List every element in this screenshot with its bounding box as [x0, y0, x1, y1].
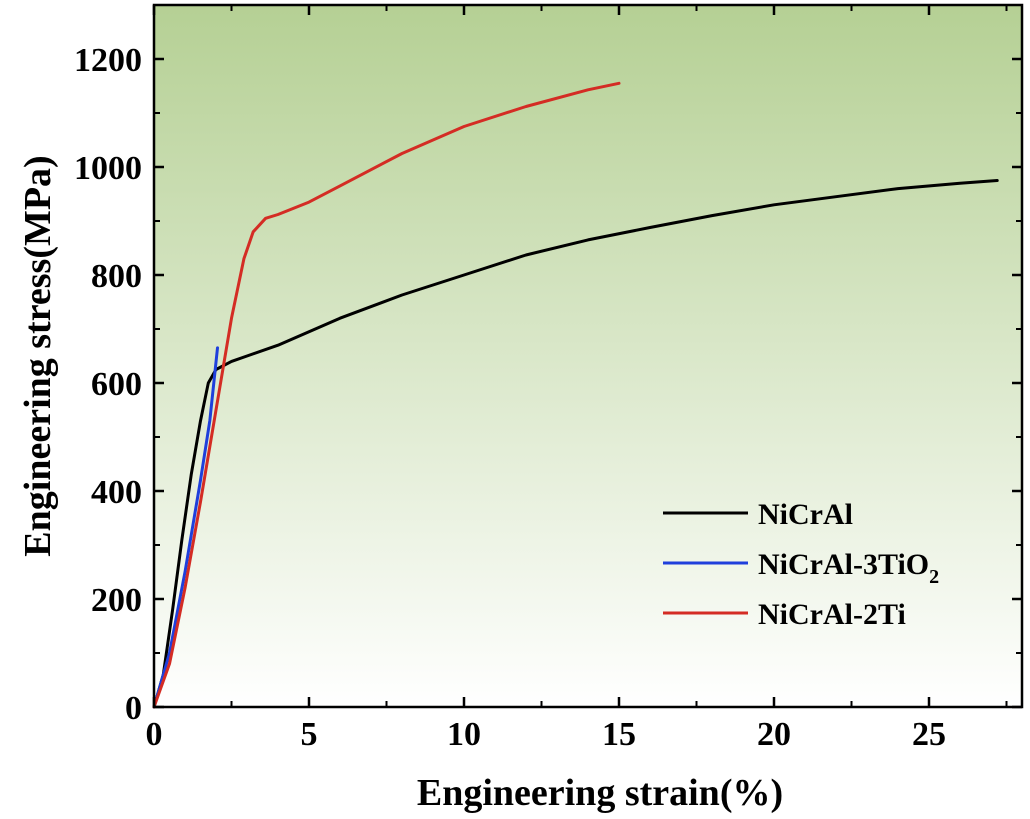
plot-frame — [152, 3, 1024, 709]
series-layer — [152, 81, 999, 709]
legend-label-2: NiCrAl-2Ti — [758, 598, 906, 631]
y-tick-label: 400 — [91, 474, 142, 511]
series-line-0 — [152, 179, 999, 709]
x-tick-label: 0 — [146, 716, 163, 753]
series-line-1 — [152, 346, 219, 709]
x-tick-label: 5 — [301, 716, 318, 753]
y-tick-label: 200 — [91, 582, 142, 619]
x-axis-title: Engineering strain(%) — [417, 772, 783, 814]
legend: NiCrAl NiCrAl-3TiO2 NiCrAl-2Ti — [663, 498, 939, 631]
y-tick-label: 1000 — [74, 150, 142, 187]
x-tick-label: 25 — [912, 716, 946, 753]
plot-area — [154, 5, 1022, 707]
y-tick-label: 0 — [125, 690, 142, 727]
x-tick-label: 15 — [602, 716, 636, 753]
x-tick-label: 20 — [757, 716, 791, 753]
series-line-2 — [152, 81, 621, 709]
y-tick-label: 600 — [91, 366, 142, 403]
y-axis-title: Engineering stress(MPa) — [17, 155, 59, 556]
y-tick-label: 800 — [91, 258, 142, 295]
legend-label-1: NiCrAl-3TiO2 — [758, 548, 939, 588]
x-tick-label: 10 — [447, 716, 481, 753]
ticks-layer: 0 5 10 15 20 25 0 200 400 600 800 1000 1200 — [74, 5, 1022, 753]
legend-label-0: NiCrAl — [758, 498, 853, 531]
y-tick-label: 1200 — [74, 42, 142, 79]
